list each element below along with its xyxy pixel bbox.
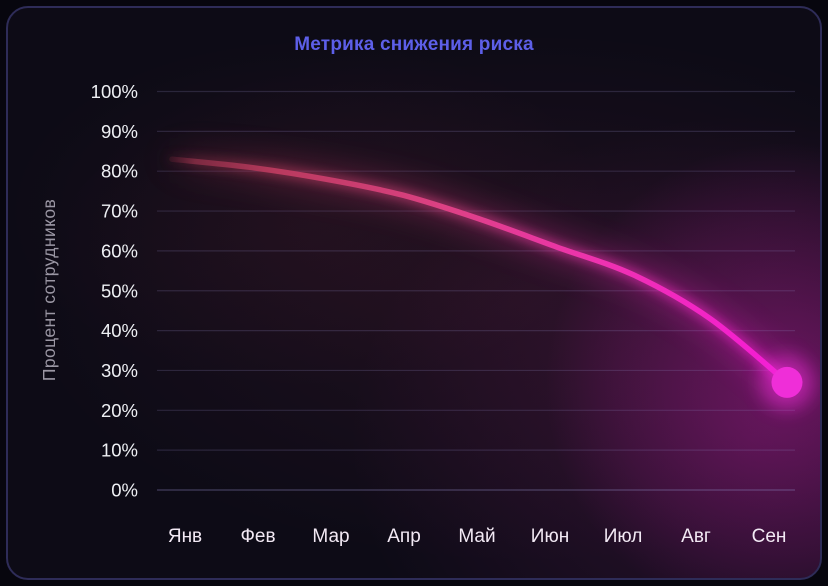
x-tick-label-Июл: Июл (604, 526, 643, 547)
y-tick-label-70: 70% (101, 201, 138, 222)
y-tick-label-60: 60% (101, 240, 138, 261)
y-tick-label-0: 0% (111, 480, 138, 501)
x-tick-label-Май: Май (458, 526, 495, 547)
risk-reduction-line-chart: 0% 10% 20% 30% 40% 50% 60% 70% 80% 90% 100% Процент… (39, 81, 814, 547)
x-axis-ticks: Янв Фев Мар Апр Май Июн Июл Авг Сен (168, 526, 787, 547)
x-tick-label-Апр: Апр (387, 526, 421, 547)
x-tick-label-Авг: Авг (681, 526, 711, 547)
y-tick-label-40: 40% (101, 320, 138, 341)
y-axis-title: Процент сотрудников (39, 199, 59, 381)
trend-line-glow-outer (159, 146, 800, 396)
trend-line (169, 156, 790, 386)
y-tick-label-100: 100% (91, 81, 138, 102)
endpoint-dot[interactable] (771, 366, 803, 398)
y-axis-ticks: 0% 10% 20% 30% 40% 50% 60% 70% 80% 90% 100% (91, 81, 138, 501)
chart-card: 0% 10% 20% 30% 40% 50% 60% 70% 80% 90% 100% Процент… (6, 6, 822, 580)
x-tick-label-Сен: Сен (752, 526, 787, 547)
x-tick-label-Июн: Июн (531, 526, 569, 547)
x-tick-label-Янв: Янв (168, 526, 202, 547)
chart-title: Метрика снижения риска (294, 34, 534, 55)
gridlines (157, 90, 795, 491)
trend-line-glow-inner (166, 153, 793, 388)
y-tick-label-30: 30% (101, 360, 138, 381)
y-tick-label-20: 20% (101, 400, 138, 421)
y-tick-label-80: 80% (101, 161, 138, 182)
x-tick-label-Фев: Фев (240, 526, 275, 547)
x-tick-label-Мар: Мар (312, 526, 349, 547)
y-tick-label-10: 10% (101, 440, 138, 461)
y-tick-label-50: 50% (101, 280, 138, 301)
y-tick-label-90: 90% (101, 121, 138, 142)
